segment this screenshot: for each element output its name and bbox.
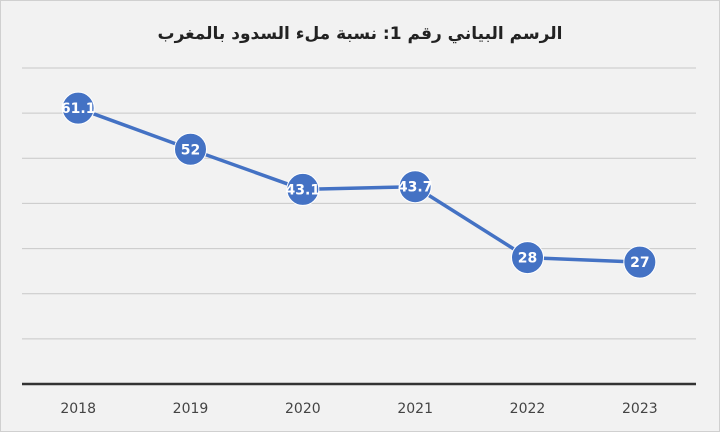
data-point <box>398 170 432 204</box>
data-point <box>61 91 95 125</box>
data-label: 28 <box>518 251 537 267</box>
data-point <box>623 245 657 279</box>
x-tick-label: 2023 <box>622 401 658 417</box>
data-label: 43.1 <box>286 182 321 198</box>
x-tick-label: 2022 <box>510 401 546 417</box>
x-tick-label: 2019 <box>173 401 209 417</box>
x-tick-label: 2021 <box>397 401 433 417</box>
data-point <box>174 132 207 166</box>
data-line <box>77 106 640 264</box>
data-label: 61.1 <box>61 101 96 117</box>
chart-title: الرسم البياني رقم 1: نسبة ملء السدود بال… <box>158 24 563 44</box>
data-point <box>286 172 320 206</box>
data-point <box>511 241 544 275</box>
x-tick-label: 2020 <box>285 401 321 417</box>
data-label: 52 <box>181 142 200 158</box>
data-label: 43.7 <box>398 180 433 196</box>
x-tick-label: 2018 <box>60 401 96 417</box>
data-label: 27 <box>630 255 649 271</box>
